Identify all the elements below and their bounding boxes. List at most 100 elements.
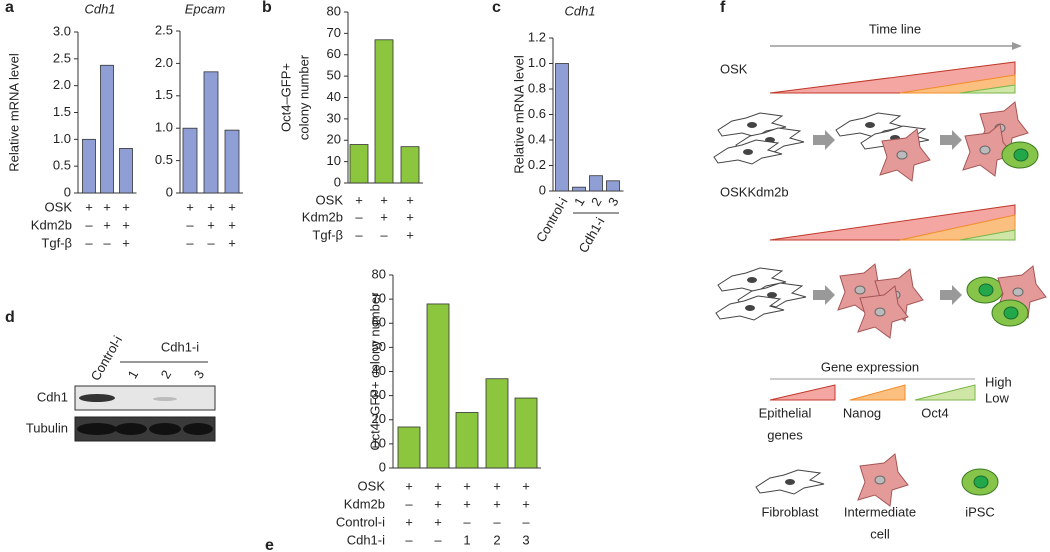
condition-label: OSKKdm2b — [720, 184, 789, 199]
y-tick-label: 80 — [327, 3, 341, 18]
bar — [349, 144, 369, 184]
condition-mark: + — [85, 199, 93, 214]
y-axis-title: colony number — [296, 54, 311, 140]
condition-mark: – — [85, 217, 93, 232]
y-tick-label: 0.4 — [528, 131, 546, 146]
condition-mark: – — [522, 514, 530, 529]
condition-mark: 1 — [463, 532, 470, 547]
condition-name: OSK — [45, 199, 73, 214]
condition-mark: + — [186, 199, 194, 214]
y-tick-label: 2.0 — [53, 77, 71, 92]
condition-mark: + — [406, 209, 414, 224]
cell-label: Intermediate — [844, 504, 916, 519]
bar — [397, 426, 421, 469]
y-tick-label: 2.5 — [53, 50, 71, 65]
fibroblast-icon — [755, 469, 825, 495]
y-tick-label: 0 — [166, 184, 173, 199]
bar — [119, 148, 133, 194]
condition-mark: + — [406, 192, 414, 207]
panel-label: d — [5, 309, 15, 326]
condition-mark: + — [207, 217, 215, 232]
condition-mark: + — [380, 192, 388, 207]
y-tick-label: 10 — [372, 435, 386, 450]
bar — [426, 303, 450, 469]
condition-mark: – — [493, 514, 501, 529]
expression-triangle — [959, 84, 1016, 94]
y-tick-label: 60 — [372, 315, 386, 330]
condition-mark: + — [434, 514, 442, 529]
legend-triangle — [849, 384, 906, 401]
condition-mark: – — [434, 532, 442, 547]
y-tick-label: 0 — [379, 459, 386, 474]
legend-triangle — [914, 384, 976, 401]
condition-mark: + — [122, 217, 130, 232]
legend-title: Gene expression — [821, 359, 919, 374]
chart-title: Epcam — [185, 1, 226, 16]
bar — [555, 63, 569, 192]
band — [183, 423, 213, 435]
chart-title: Cdh1 — [564, 3, 595, 18]
x-tick-label: 1 — [571, 195, 588, 209]
condition-mark: + — [380, 209, 388, 224]
condition-mark: + — [522, 496, 530, 511]
condition-mark: + — [228, 199, 236, 214]
legend-triangle — [769, 384, 836, 401]
condition-mark: + — [493, 496, 501, 511]
legend-high: High — [985, 374, 1012, 389]
bar — [224, 129, 240, 194]
condition-mark: + — [434, 478, 442, 493]
panel-label: b — [262, 0, 272, 16]
y-tick-label: 60 — [327, 46, 341, 61]
y-tick-label: 0 — [64, 184, 71, 199]
y-tick-label: 30 — [372, 387, 386, 402]
condition-mark: – — [355, 209, 363, 224]
y-tick-label: 3.0 — [53, 23, 71, 38]
bar — [374, 39, 394, 184]
bar — [606, 180, 620, 192]
bar — [589, 175, 603, 192]
condition-mark: – — [85, 235, 93, 250]
condition-mark: 2 — [493, 532, 500, 547]
y-tick-label: 1.5 — [53, 104, 71, 119]
y-tick-label: 0.8 — [528, 80, 546, 95]
condition-mark: + — [355, 192, 363, 207]
condition-name: Control-i — [336, 514, 385, 529]
y-tick-label: 40 — [372, 363, 386, 378]
panel-label: a — [5, 0, 14, 16]
group-label: Cdh1-i — [161, 339, 199, 354]
condition-mark: + — [463, 478, 471, 493]
condition-mark: + — [122, 235, 130, 250]
condition-mark: + — [122, 199, 130, 214]
condition-mark: – — [380, 227, 388, 242]
condition-mark: + — [522, 478, 530, 493]
condition-mark: + — [406, 227, 414, 242]
expression-triangle — [899, 74, 1016, 94]
condition-name: Tgf-β — [312, 227, 343, 242]
y-axis-title: Relative mRNA level — [6, 53, 21, 172]
condition-mark: + — [463, 496, 471, 511]
band — [79, 394, 115, 402]
panel-label: f — [720, 0, 726, 16]
row-label: Tubulin — [26, 420, 68, 435]
y-tick-label: 0 — [334, 174, 341, 189]
blot: d Control-i Cdh1-i 1 2 3 Cdh1 Tubulin — [5, 309, 216, 442]
timeline-label: Time line — [869, 21, 921, 36]
y-tick-label: 20 — [327, 132, 341, 147]
y-tick-label: 80 — [372, 266, 386, 281]
y-tick-label: 1.0 — [155, 120, 173, 135]
band — [153, 397, 177, 401]
condition-mark: + — [228, 217, 236, 232]
band — [149, 423, 181, 435]
y-axis-title: Relative mRNA level — [511, 55, 526, 174]
condition-mark: – — [103, 235, 111, 250]
bar — [182, 127, 198, 194]
condition-mark: + — [405, 514, 413, 529]
y-tick-label: 50 — [327, 68, 341, 83]
y-tick-label: 70 — [372, 291, 386, 306]
cell-label: iPSC — [965, 504, 995, 519]
y-tick-label: 40 — [327, 89, 341, 104]
y-tick-label: 0 — [539, 182, 546, 197]
bar — [485, 378, 509, 469]
bar — [100, 64, 114, 194]
